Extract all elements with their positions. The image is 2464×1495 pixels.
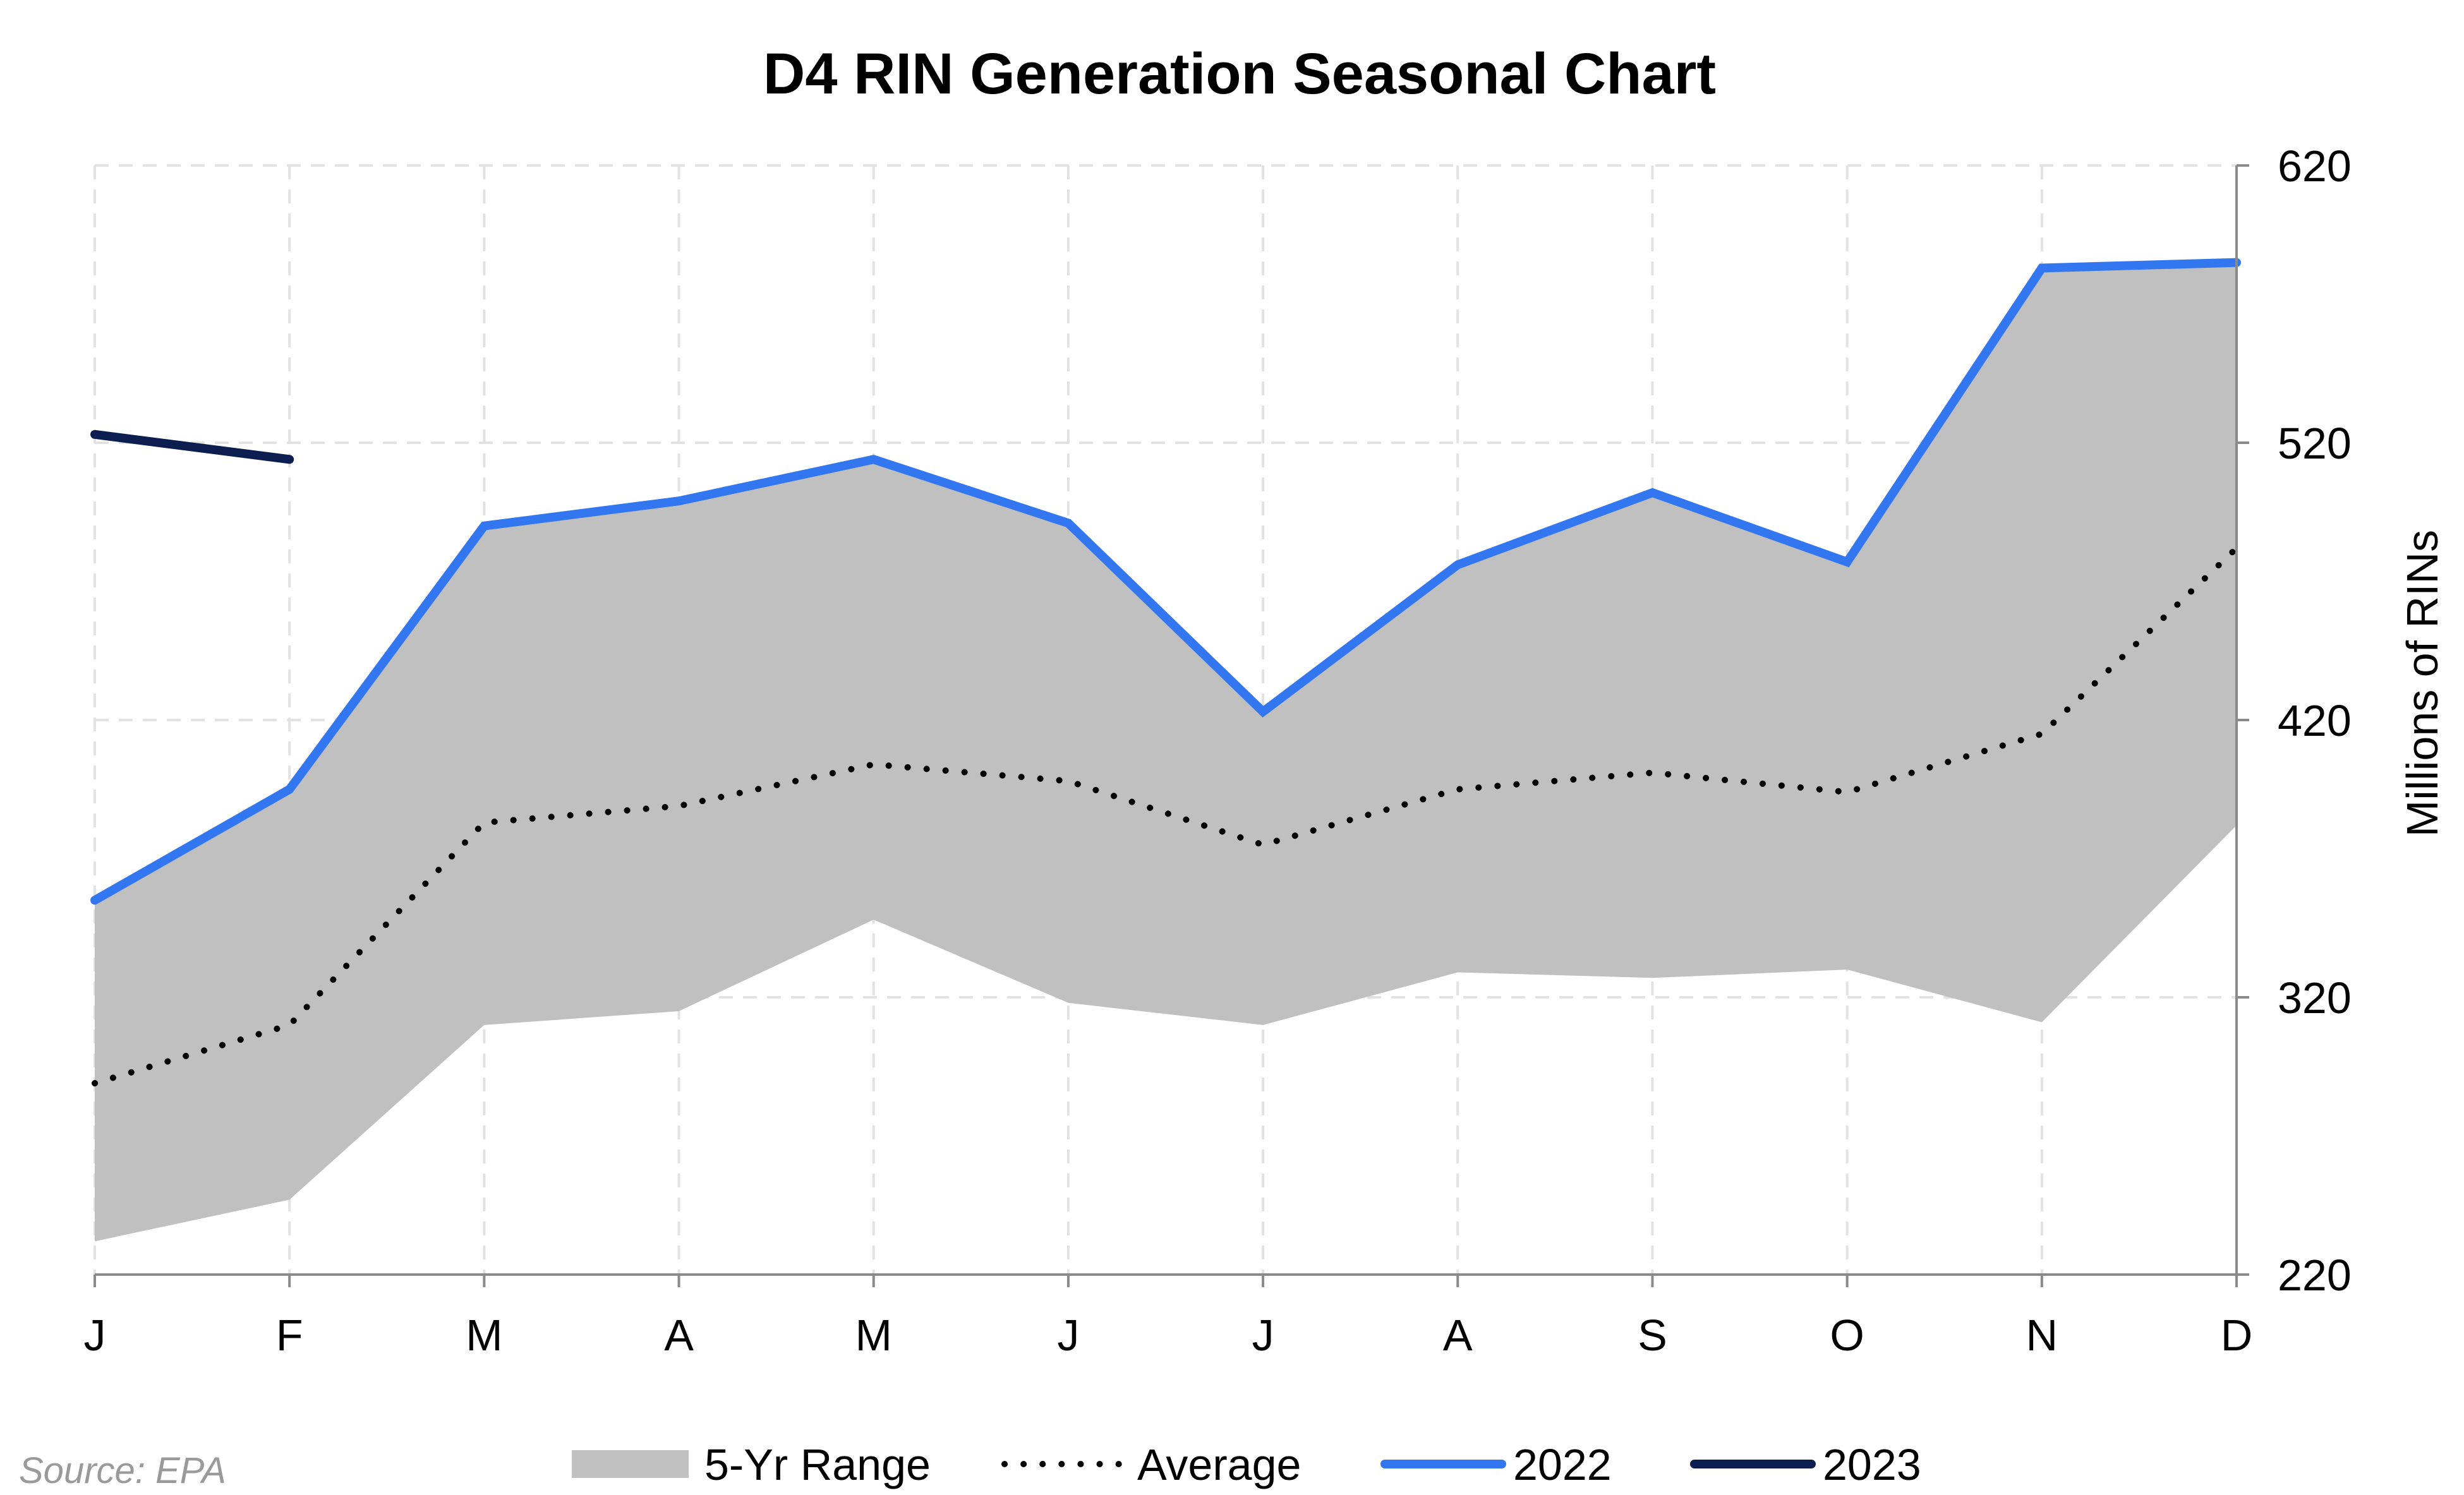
y-tick-label: 520 bbox=[2278, 419, 2352, 468]
y-tick-label: 320 bbox=[2278, 973, 2352, 1023]
y-axis-label: Millions of RINs bbox=[2398, 530, 2447, 837]
series-line-2023 bbox=[90, 429, 294, 464]
x-tick-label: M bbox=[466, 1311, 502, 1360]
x-tick-label: J bbox=[1252, 1311, 1274, 1360]
x-tick-label: N bbox=[2026, 1311, 2058, 1360]
x-tick-label: F bbox=[276, 1311, 303, 1360]
series-layer bbox=[90, 258, 2241, 1087]
x-tick-label: A bbox=[1443, 1311, 1473, 1360]
source-note: Source: EPA bbox=[19, 1450, 226, 1491]
x-tick-label: O bbox=[1830, 1311, 1864, 1360]
legend-label-2022: 2022 bbox=[1513, 1440, 1612, 1489]
y-axis-ticks: 220 320 420 520 620 bbox=[2237, 141, 2352, 1300]
legend-label-average: Average bbox=[1137, 1440, 1301, 1489]
x-tick-label: D bbox=[2221, 1311, 2253, 1360]
series-line-2022 bbox=[90, 258, 2241, 905]
legend-swatch-range bbox=[572, 1450, 689, 1478]
chart-title: D4 RIN Generation Seasonal Chart bbox=[763, 42, 1716, 106]
y-tick-label: 220 bbox=[2278, 1251, 2352, 1300]
x-tick-label: M bbox=[855, 1311, 892, 1360]
legend-label-range: 5-Yr Range bbox=[704, 1440, 931, 1489]
x-tick-label: J bbox=[84, 1311, 106, 1360]
x-tick-label: J bbox=[1057, 1311, 1079, 1360]
y-tick-label: 620 bbox=[2278, 141, 2352, 191]
legend-label-2023: 2023 bbox=[1823, 1440, 1921, 1489]
series-line-average bbox=[92, 544, 2240, 1087]
legend: 5-Yr Range Average 2022 2023 bbox=[572, 1440, 1921, 1489]
x-tick-label: S bbox=[1638, 1311, 1667, 1360]
y-tick-label: 420 bbox=[2278, 696, 2352, 745]
range-area-layer bbox=[95, 262, 2237, 1242]
x-tick-label: A bbox=[664, 1311, 694, 1360]
range-area bbox=[95, 262, 2237, 1242]
